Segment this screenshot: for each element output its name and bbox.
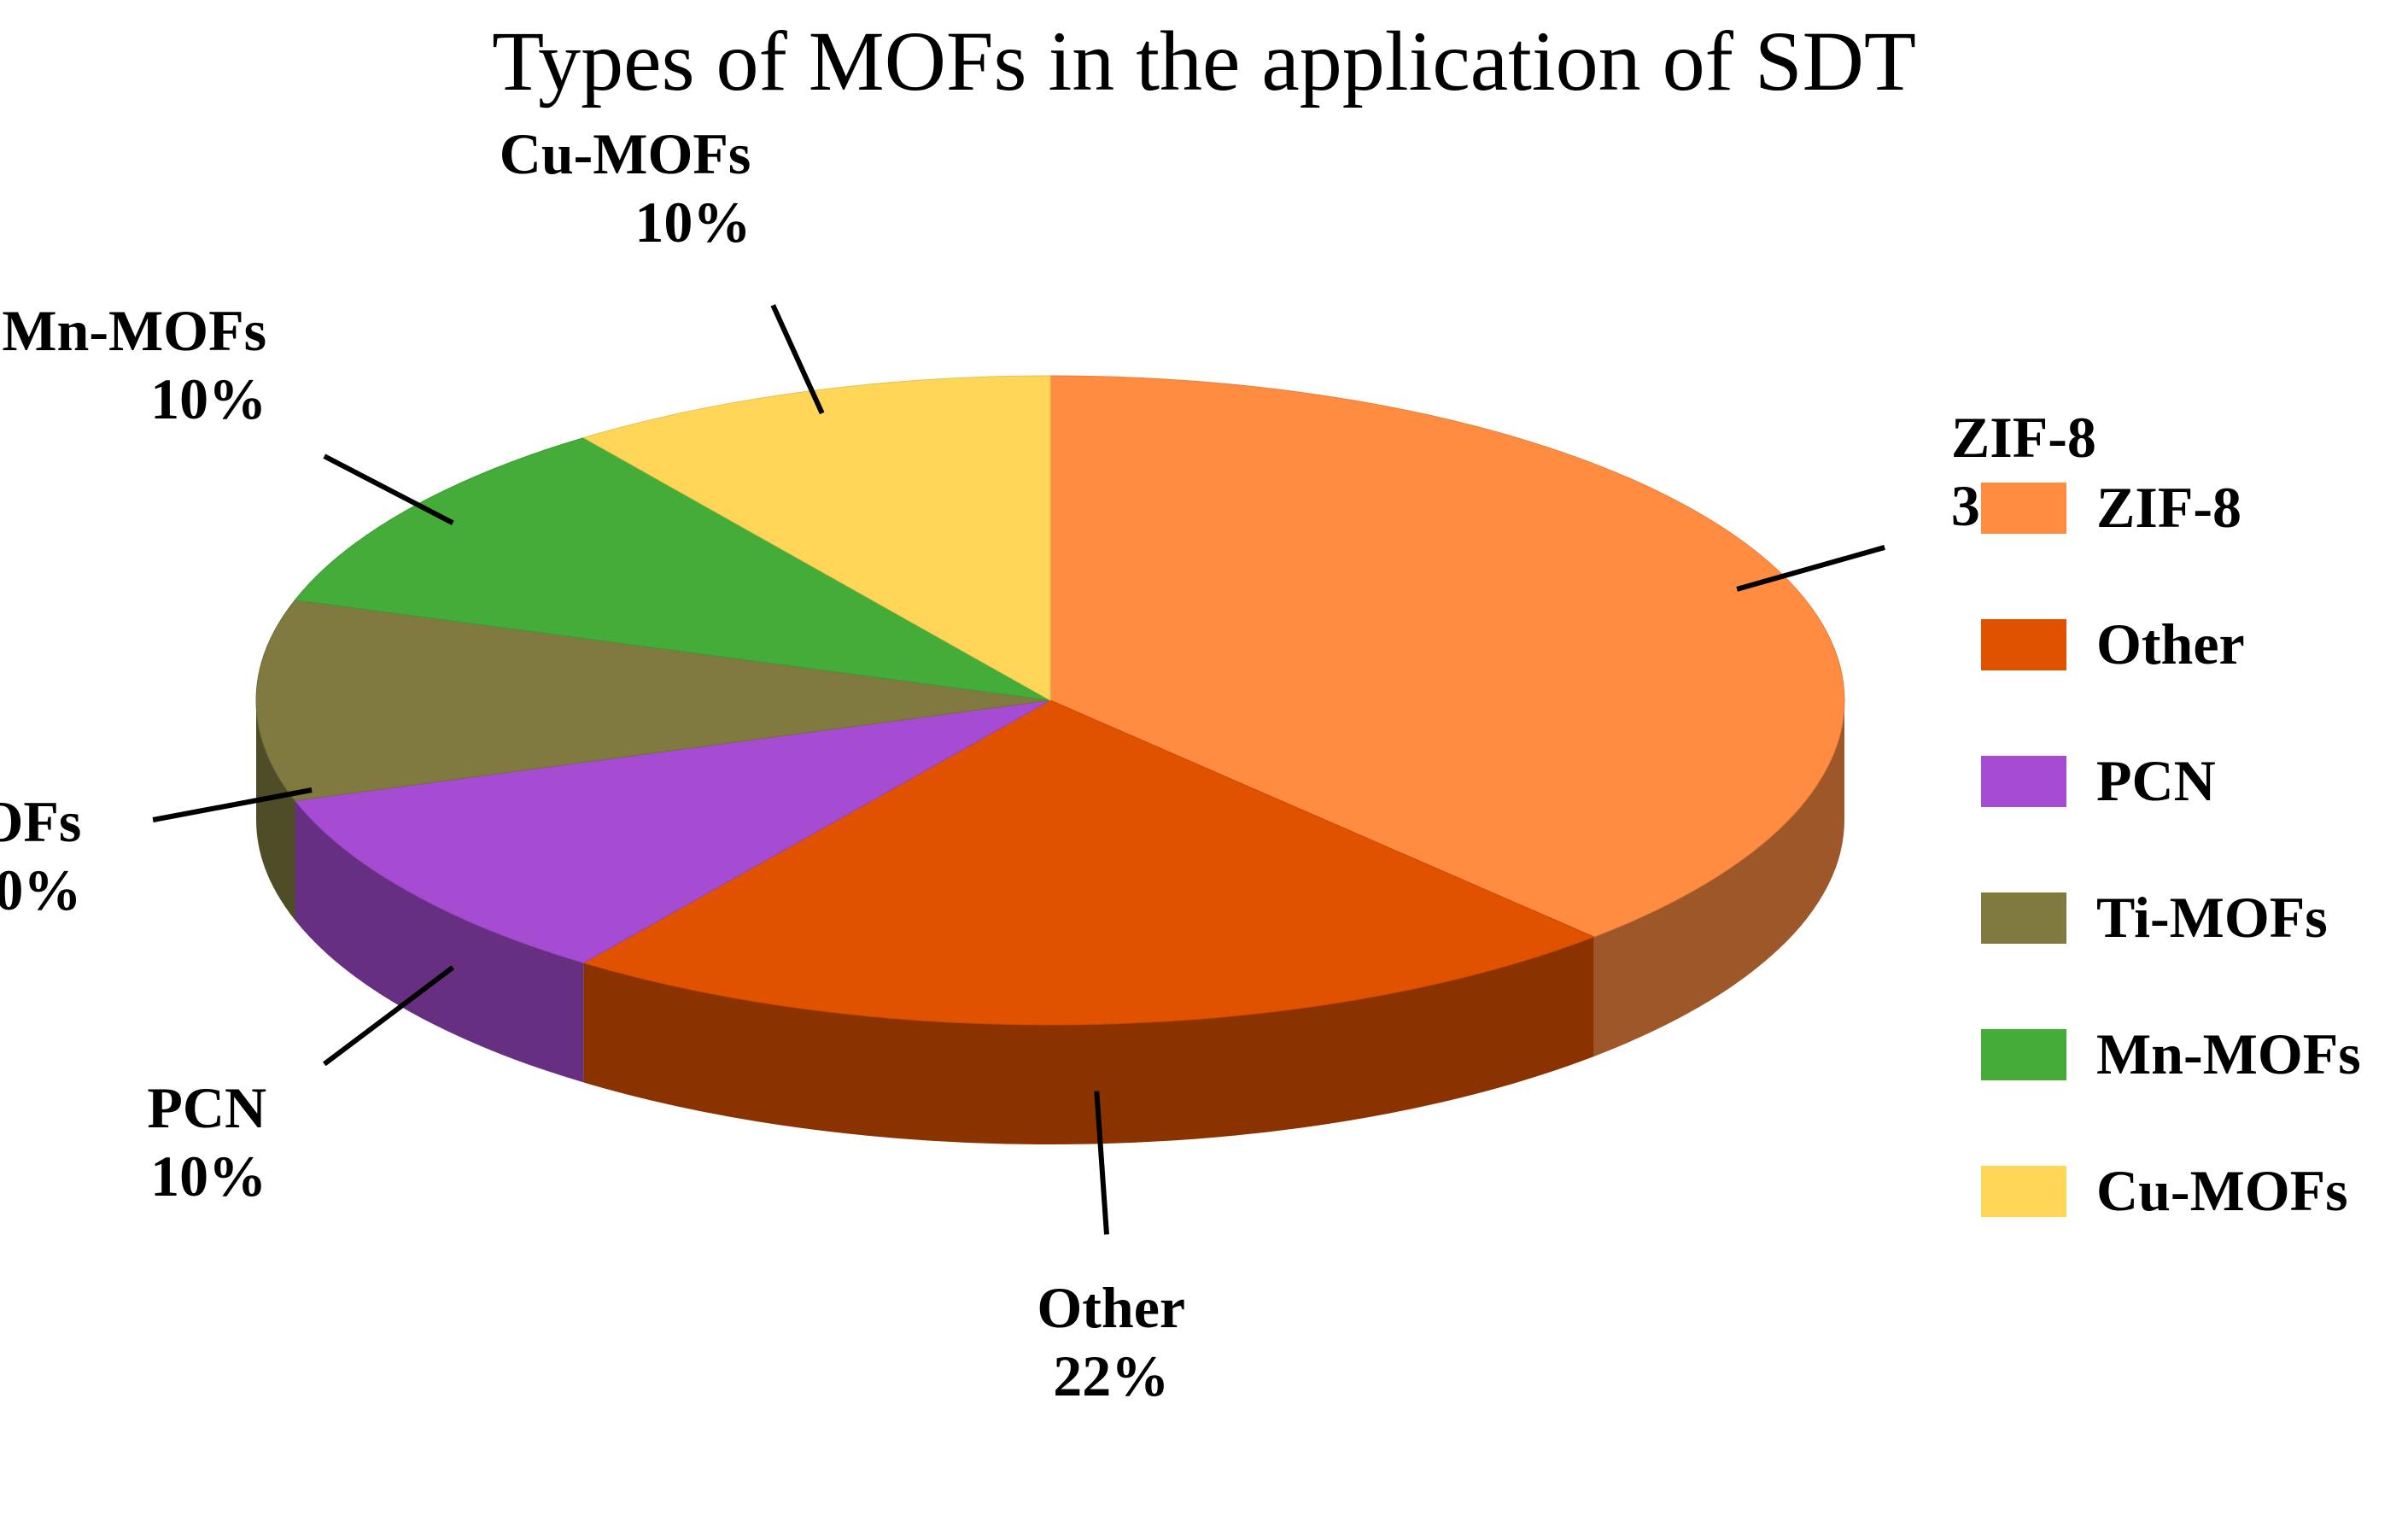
- legend-swatch-pcn: [1981, 756, 2066, 807]
- pie-side-other: [583, 937, 1594, 1144]
- legend-swatch-zif-8: [1981, 483, 2066, 534]
- data-label-name-zif-8: ZIF-8: [1951, 405, 2096, 470]
- data-label-name-ti-mofs: Ti-MOFs: [0, 789, 81, 854]
- legend-item-pcn: PCN: [1981, 748, 2216, 813]
- legend: ZIF-8 Other PCN Ti-MOFs Mn-MOFs Cu-MOFs: [1981, 475, 2361, 1223]
- data-label-name-pcn: PCN: [147, 1075, 266, 1140]
- legend-swatch-cu-mofs: [1981, 1166, 2066, 1217]
- pie-side-pcn: [295, 800, 584, 1083]
- legend-label-ti-mofs: Ti-MOFs: [2096, 885, 2328, 950]
- data-label-value-cu-mofs: 10%: [634, 190, 751, 255]
- data-label-value-other: 22%: [1053, 1343, 1169, 1408]
- leader-line-other: [1094, 1091, 1109, 1235]
- data-label-name-other: Other: [1037, 1275, 1185, 1340]
- legend-item-mn-mofs: Mn-MOFs: [1981, 1021, 2361, 1086]
- pie-slice-zif-8: [1049, 375, 1845, 938]
- legend-label-mn-mofs: Mn-MOFs: [2096, 1021, 2361, 1086]
- data-label-name-cu-mofs: Cu-MOFs: [500, 121, 751, 186]
- leader-line-ti-mofs: [152, 787, 313, 822]
- data-labels: ZIF-838%Other22%PCN10%Ti-MOFs10%Mn-MOFs1…: [0, 121, 2096, 1408]
- legend-item-ti-mofs: Ti-MOFs: [1981, 885, 2328, 950]
- chart-title: Types of MOFs in the application of SDT: [492, 14, 1916, 108]
- legend-item-cu-mofs: Cu-MOFs: [1981, 1158, 2348, 1223]
- leader-line-cu-mofs: [770, 304, 825, 415]
- data-label-name-mn-mofs: Mn-MOFs: [2, 298, 266, 363]
- label-leaders: [152, 304, 1885, 1235]
- pie-slice-mn-mofs: [294, 437, 1051, 701]
- legend-label-cu-mofs: Cu-MOFs: [2096, 1158, 2348, 1223]
- data-label-value-pcn: 10%: [150, 1144, 266, 1208]
- pie-slice-cu-mofs: [582, 375, 1051, 701]
- leader-line-zif-8: [1736, 545, 1885, 592]
- data-label-value-ti-mofs: 10%: [0, 857, 81, 922]
- pie-side-zif-8: [1593, 700, 1844, 1057]
- pie-slice-pcn: [294, 699, 1051, 963]
- pie-slice-ti-mofs: [255, 600, 1051, 801]
- legend-label-pcn: PCN: [2096, 748, 2216, 813]
- legend-label-zif-8: ZIF-8: [2096, 475, 2241, 540]
- pie-slice-other: [582, 699, 1595, 1026]
- leader-line-pcn: [323, 965, 455, 1067]
- legend-label-other: Other: [2096, 611, 2245, 676]
- legend-item-other: Other: [1981, 611, 2245, 676]
- pie-sides: [256, 700, 1844, 1144]
- pie-slices: [255, 375, 1845, 1026]
- pie-side-ti-mofs: [256, 700, 295, 921]
- legend-item-zif-8: ZIF-8: [1981, 475, 2241, 540]
- legend-swatch-other: [1981, 619, 2066, 670]
- legend-swatch-ti-mofs: [1981, 892, 2066, 944]
- leader-line-mn-mofs: [323, 453, 454, 525]
- data-label-value-mn-mofs: 10%: [150, 366, 266, 431]
- legend-swatch-mn-mofs: [1981, 1029, 2066, 1080]
